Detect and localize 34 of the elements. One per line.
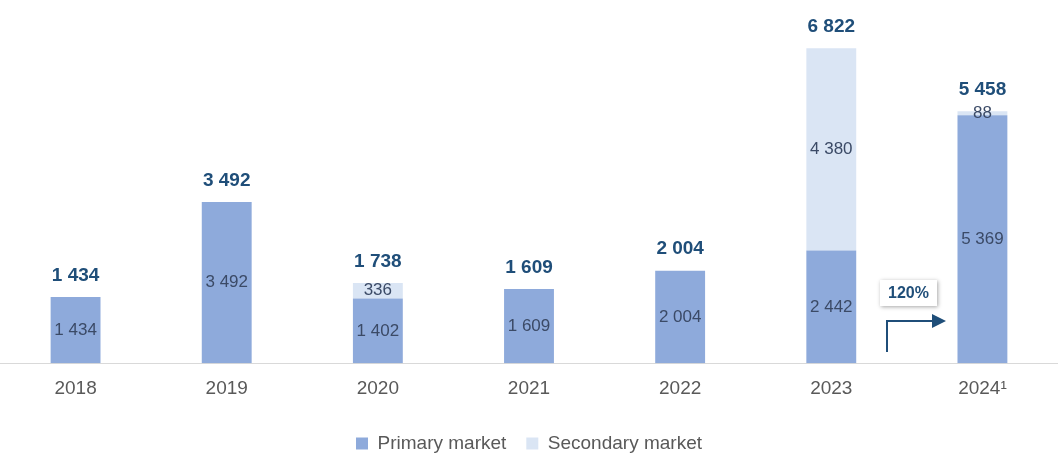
data-label: 5 369 [961, 228, 1004, 248]
data-label: 88 [972, 102, 992, 122]
data-label: 1 402 [356, 320, 400, 340]
bar [655, 270, 706, 364]
legend-label: Secondary market [547, 431, 703, 453]
total-label: 5 458 [958, 77, 1007, 99]
data-label: 3 492 [205, 272, 248, 292]
data-label: 4 380 [810, 139, 853, 159]
data-label: 1 609 [507, 315, 551, 335]
x-tick-label: 2022 [659, 376, 702, 398]
x-tick-label: 2019 [205, 376, 248, 398]
x-tick-label: 2021 [507, 376, 551, 398]
total-label: 1 434 [51, 263, 100, 285]
x-tick-label: 2018 [54, 376, 97, 398]
total-label: 2 004 [656, 237, 705, 259]
bar [352, 298, 403, 364]
total-label: 6 822 [807, 14, 856, 36]
data-label: 2 004 [658, 306, 702, 326]
bar [50, 296, 101, 364]
data-label: 336 [363, 280, 393, 300]
x-tick-label: 2020 [356, 376, 399, 398]
bar [504, 288, 554, 364]
legend-label: Primary market [377, 431, 508, 453]
x-tick-label: 2023 [810, 376, 853, 398]
total-label: 1 738 [354, 249, 402, 271]
data-label: 1 434 [54, 319, 97, 339]
total-label: 3 492 [202, 168, 251, 190]
total-label: 1 609 [505, 255, 553, 277]
data-label: 2 442 [810, 296, 853, 316]
bar [806, 48, 857, 251]
bar [201, 201, 252, 364]
annotation: 120% [880, 280, 937, 306]
x-tick-label: 2024¹ [958, 376, 1007, 398]
bar [806, 250, 857, 364]
